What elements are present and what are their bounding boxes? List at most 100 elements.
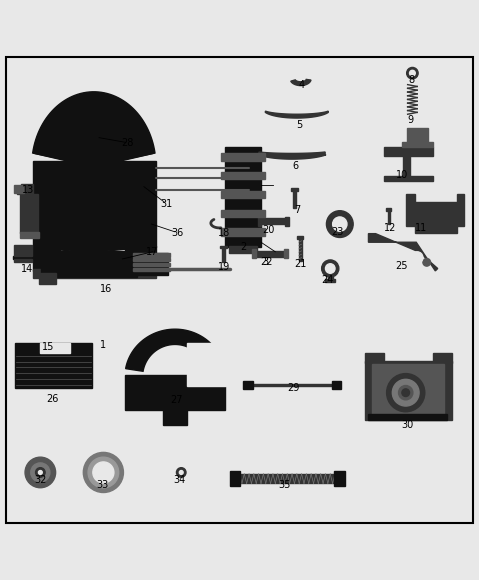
Circle shape [35,467,45,477]
Polygon shape [245,383,332,386]
Polygon shape [221,172,265,179]
Polygon shape [258,153,326,159]
Circle shape [322,260,339,277]
Text: 7: 7 [294,205,300,215]
Polygon shape [384,147,433,156]
Polygon shape [33,92,155,165]
Polygon shape [331,381,341,389]
Polygon shape [243,381,253,389]
Polygon shape [222,247,225,262]
Polygon shape [134,258,170,262]
Polygon shape [14,259,32,262]
Polygon shape [20,232,39,238]
Circle shape [407,67,418,79]
Polygon shape [265,111,328,118]
Text: 33: 33 [96,480,109,490]
Text: 13: 13 [22,184,34,195]
Polygon shape [406,194,464,233]
Polygon shape [372,364,444,416]
Polygon shape [125,375,225,411]
Polygon shape [221,153,265,161]
Circle shape [179,470,183,474]
Text: 4: 4 [298,79,305,90]
Circle shape [93,462,114,483]
Circle shape [83,452,124,492]
Polygon shape [14,245,32,256]
Polygon shape [221,210,265,218]
Text: 9: 9 [408,115,413,125]
Polygon shape [20,194,38,233]
Polygon shape [254,251,286,256]
Circle shape [25,457,56,488]
Text: 34: 34 [174,475,186,485]
Text: 14: 14 [21,263,33,274]
Circle shape [332,217,347,231]
Polygon shape [15,343,92,388]
Text: 12: 12 [384,223,396,233]
Polygon shape [291,79,311,86]
Polygon shape [433,353,452,362]
Circle shape [38,470,42,474]
Text: 1: 1 [100,340,106,350]
Circle shape [325,264,335,273]
Circle shape [387,374,425,412]
Circle shape [31,463,50,482]
Text: 35: 35 [278,480,291,490]
Polygon shape [293,190,296,208]
Polygon shape [187,343,226,386]
Circle shape [411,252,423,263]
Polygon shape [136,253,168,275]
Circle shape [88,457,119,488]
Circle shape [399,386,413,400]
Text: 30: 30 [401,420,414,430]
Polygon shape [225,147,261,247]
Text: 28: 28 [121,138,134,148]
Text: 11: 11 [415,223,427,233]
Polygon shape [259,152,325,158]
Polygon shape [41,251,137,277]
Text: 10: 10 [396,171,408,180]
Polygon shape [14,185,23,193]
Text: 5: 5 [296,120,302,130]
Circle shape [423,259,431,266]
Polygon shape [33,161,156,247]
Polygon shape [40,343,70,353]
Polygon shape [386,208,391,211]
Text: 29: 29 [287,383,299,393]
Polygon shape [134,263,170,266]
Polygon shape [221,228,265,235]
Polygon shape [299,237,302,262]
Text: 26: 26 [46,394,58,404]
Polygon shape [134,267,170,271]
Text: 23: 23 [331,227,343,237]
Text: 25: 25 [396,261,408,271]
Polygon shape [39,273,56,284]
Polygon shape [384,176,433,181]
Circle shape [402,389,410,397]
Polygon shape [33,246,60,271]
Polygon shape [125,246,156,271]
Polygon shape [229,246,257,253]
Polygon shape [403,154,411,177]
Polygon shape [230,472,240,486]
Polygon shape [34,93,154,166]
Polygon shape [134,253,170,256]
Polygon shape [325,280,335,282]
Text: 18: 18 [218,228,230,238]
Text: 24: 24 [322,276,334,285]
Polygon shape [365,353,384,362]
Polygon shape [12,248,34,259]
Polygon shape [42,226,136,253]
Text: 2: 2 [240,242,247,252]
Polygon shape [402,128,433,147]
Polygon shape [284,249,288,258]
Circle shape [392,379,419,406]
Polygon shape [285,217,289,226]
Polygon shape [291,188,298,191]
Text: 6: 6 [293,161,299,171]
Text: 21: 21 [295,259,307,269]
Polygon shape [334,472,344,486]
Text: 19: 19 [218,262,230,272]
Polygon shape [17,184,33,194]
Polygon shape [258,217,262,226]
